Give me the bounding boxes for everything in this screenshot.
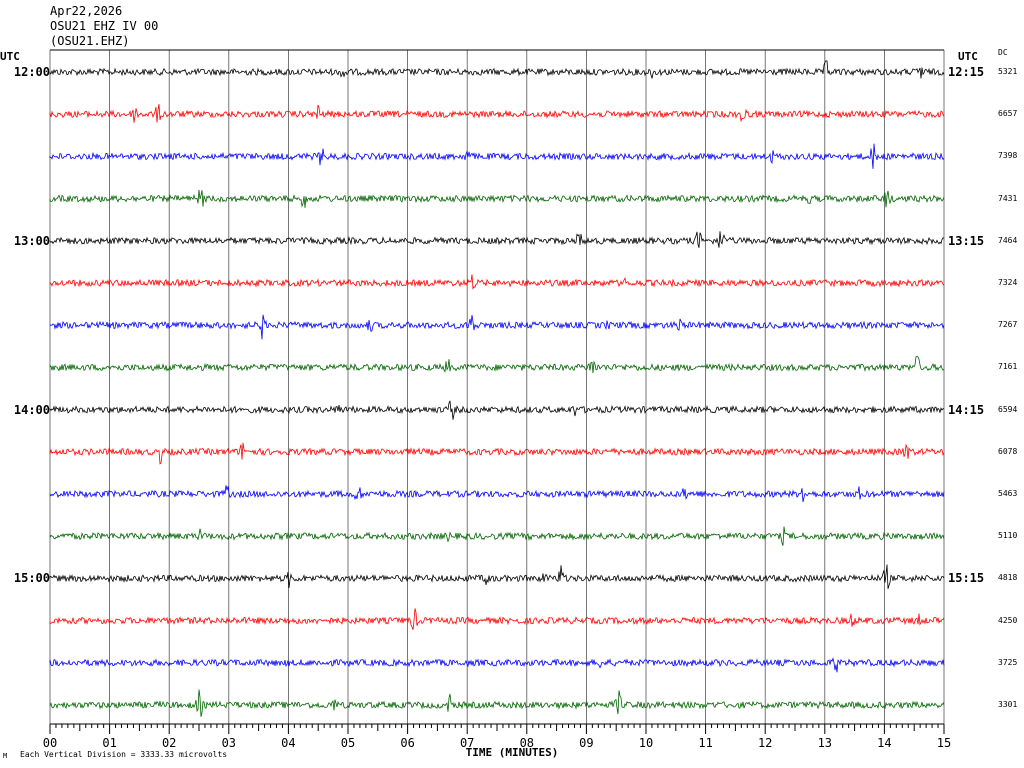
dc-offset-value: 5110	[998, 531, 1018, 541]
dc-offset-value: 7161	[998, 362, 1018, 372]
dc-offset-value: 4818	[998, 573, 1018, 583]
seismic-trace	[49, 442, 945, 465]
x-tick-label: 10	[638, 736, 654, 750]
seismic-trace	[49, 189, 945, 208]
x-tick-label: 09	[579, 736, 594, 750]
corner-mark: M	[3, 752, 8, 760]
seismic-trace	[49, 400, 945, 420]
seismic-trace	[49, 60, 945, 79]
left-time-label: 12:00	[13, 65, 50, 79]
seismic-trace	[49, 314, 945, 340]
seismic-trace	[49, 355, 945, 374]
right-time-label: 12:15	[948, 65, 985, 79]
x-tick-label: 02	[161, 736, 177, 750]
scale-note: Each Vertical Division = 3333.33 microvo…	[20, 750, 228, 759]
x-tick-label: 01	[102, 736, 117, 750]
x-tick-label: 07	[459, 736, 475, 750]
dc-offset-value: 6657	[998, 109, 1018, 119]
left-utc-label: UTC	[0, 50, 20, 63]
left-time-label: 13:00	[13, 233, 50, 248]
x-tick-label: 12	[757, 736, 773, 750]
seismic-trace	[49, 564, 945, 589]
x-tick-label: 11	[698, 736, 713, 750]
dc-offset-value: 7267	[998, 320, 1018, 330]
x-tick-label: 08	[519, 736, 535, 750]
right-time-label: 15:15	[948, 571, 985, 586]
dc-offset-value: 7464	[998, 235, 1018, 245]
right-time-label: 14:15	[948, 402, 985, 417]
seismic-trace	[49, 608, 945, 630]
seismic-trace	[49, 231, 945, 248]
left-time-label: 15:00	[13, 571, 50, 586]
x-tick-label: 00	[42, 736, 58, 750]
dc-offset-value: 6078	[998, 446, 1018, 456]
x-tick-label: 05	[340, 736, 356, 750]
right-time-label: 13:15	[948, 233, 985, 248]
plot-date: Apr22,2026	[50, 4, 123, 18]
dc-offset-value: 7398	[998, 151, 1018, 161]
x-tick-label: 13	[817, 736, 833, 750]
dc-offset-value: 6594	[998, 404, 1018, 414]
dc-header: DC	[998, 48, 1008, 57]
dc-offset-value: 7431	[998, 193, 1018, 203]
dc-offset-value: 3725	[998, 657, 1018, 667]
x-tick-label: 06	[400, 736, 415, 750]
x-tick-label: 04	[281, 736, 296, 750]
x-tick-label: 03	[221, 736, 237, 750]
channel-code: (OSU21.EHZ)	[50, 34, 130, 48]
seismic-trace	[49, 689, 945, 717]
x-axis-title: TIME (MINUTES)	[465, 746, 559, 759]
dc-offset-value: 7324	[998, 278, 1018, 287]
x-tick-label: 15	[936, 736, 952, 750]
seismic-trace	[49, 485, 945, 503]
seismic-trace	[49, 274, 945, 290]
seismic-trace	[49, 657, 945, 673]
dc-offset-value: 5321	[998, 67, 1018, 76]
station-code: OSU21 EHZ IV 00	[50, 19, 159, 33]
dc-offset-value: 4250	[998, 615, 1018, 625]
dc-offset-value: 5463	[998, 489, 1018, 498]
seismic-trace	[49, 526, 945, 546]
dc-offset-value: 3301	[998, 700, 1018, 709]
seismic-trace	[49, 143, 945, 169]
seismic-trace	[49, 103, 945, 123]
x-tick-label: 14	[877, 736, 892, 750]
left-time-label: 14:00	[13, 402, 50, 417]
right-utc-label: UTC	[958, 50, 978, 63]
